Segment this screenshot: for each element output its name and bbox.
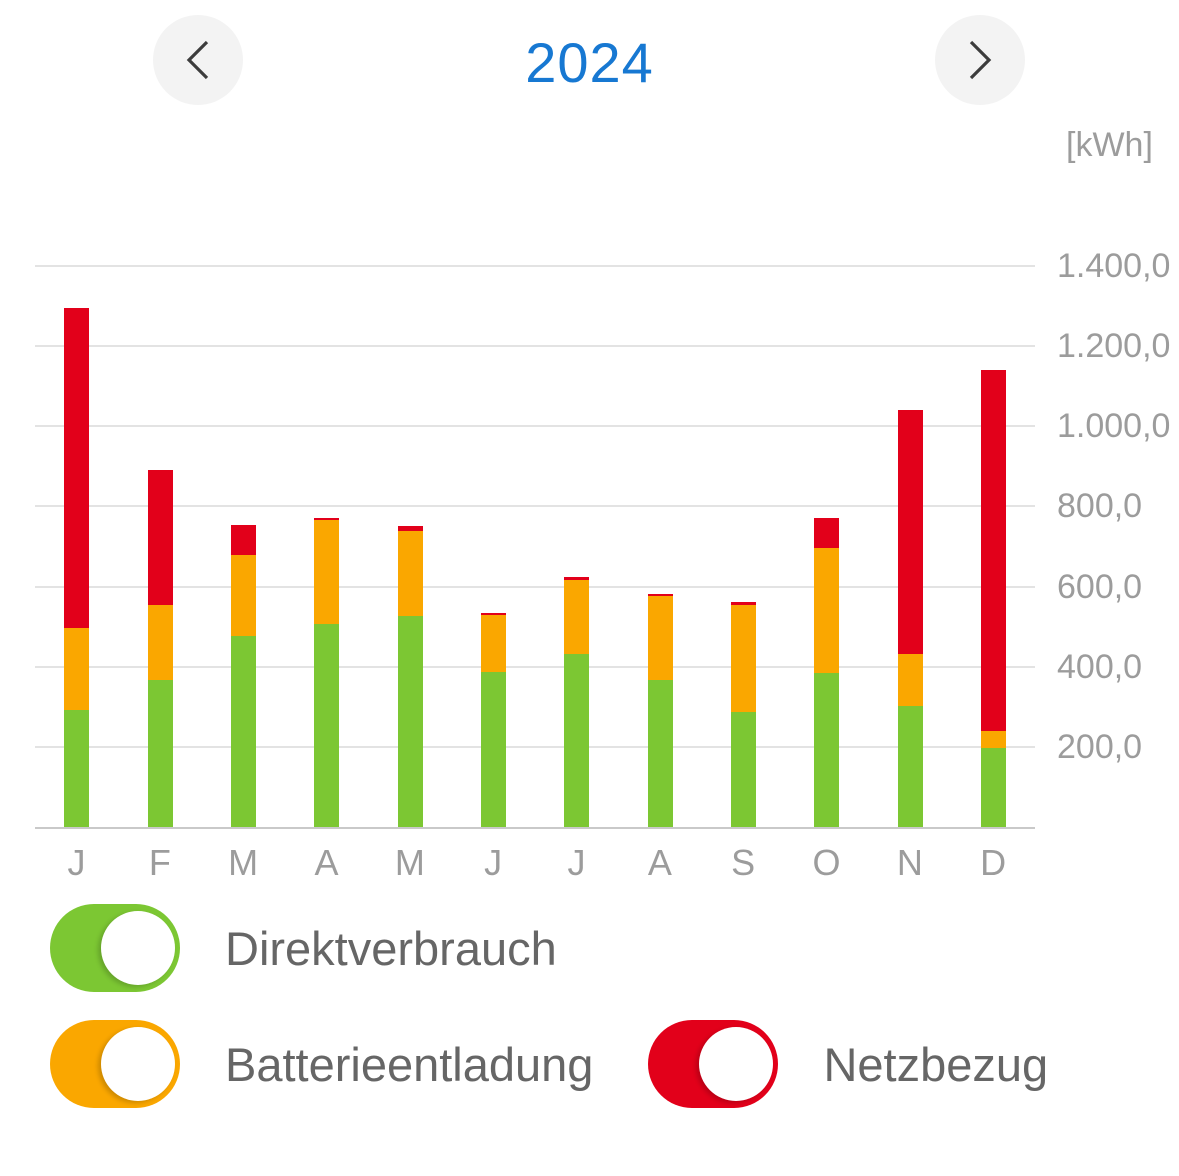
legend-label-batterieentladung: Batterieentladung	[225, 1037, 594, 1091]
bar-segment-direktverbrauch-m9[interactable]	[730, 712, 756, 827]
bar-segment-netzbezug-m12[interactable]	[980, 369, 1006, 731]
bar-segment-direktverbrauch-m2[interactable]	[147, 679, 173, 827]
bar-segment-batterieentladung-m11[interactable]	[897, 653, 923, 706]
bar-segment-netzbezug-m5[interactable]	[397, 525, 423, 531]
prev-year-button[interactable]	[153, 15, 243, 105]
bar-segment-netzbezug-m3[interactable]	[230, 525, 256, 555]
legend-label-netzbezug: Netzbezug	[823, 1037, 1049, 1091]
gridline-1200	[35, 345, 1035, 348]
bar-month-11[interactable]	[897, 409, 923, 827]
bar-segment-netzbezug-m4[interactable]	[314, 517, 340, 521]
y-tick-label-1000: 1.000,0	[1057, 407, 1171, 446]
bar-segment-direktverbrauch-m6[interactable]	[480, 671, 506, 827]
toggle-direktverbrauch[interactable]	[50, 904, 180, 992]
bar-segment-batterieentladung-m5[interactable]	[397, 530, 423, 616]
bar-segment-batterieentladung-m9[interactable]	[730, 604, 756, 712]
bar-month-10[interactable]	[814, 518, 840, 827]
bar-segment-netzbezug-m7[interactable]	[564, 576, 590, 581]
next-year-button[interactable]	[935, 15, 1025, 105]
month-label-3: M	[228, 842, 259, 883]
toggle-knob	[101, 911, 175, 985]
month-label-1: J	[67, 842, 86, 883]
bar-segment-batterieentladung-m8[interactable]	[647, 596, 673, 680]
toggle-netzbezug[interactable]	[648, 1020, 779, 1108]
toggle-knob	[699, 1027, 774, 1101]
bar-month-1[interactable]	[64, 307, 90, 827]
bar-segment-direktverbrauch-m5[interactable]	[397, 615, 423, 827]
bar-segment-batterieentladung-m2[interactable]	[147, 605, 173, 680]
bar-segment-batterieentladung-m3[interactable]	[230, 554, 256, 637]
bar-chart-plot-area	[35, 0, 1035, 829]
y-tick-label-1200: 1.200,0	[1057, 327, 1171, 366]
bar-segment-netzbezug-m8[interactable]	[647, 594, 673, 597]
y-tick-label-200: 200,0	[1057, 727, 1143, 766]
gridline-1000	[35, 425, 1035, 428]
month-label-12: D	[980, 842, 1007, 883]
y-tick-label-1400: 1.400,0	[1057, 247, 1171, 286]
bar-segment-netzbezug-m9[interactable]	[730, 602, 756, 605]
bar-segment-direktverbrauch-m10[interactable]	[814, 672, 840, 827]
bar-segment-netzbezug-m11[interactable]	[897, 409, 923, 654]
gridline-600	[35, 585, 1035, 588]
chevron-right-icon	[963, 38, 997, 82]
gridline-1400	[35, 265, 1035, 268]
bar-segment-direktverbrauch-m7[interactable]	[564, 653, 590, 827]
bar-segment-batterieentladung-m4[interactable]	[314, 520, 340, 625]
month-label-2: F	[148, 842, 171, 883]
bar-segment-direktverbrauch-m3[interactable]	[230, 636, 256, 827]
legend-label-direktverbrauch: Direktverbrauch	[225, 921, 557, 975]
bar-segment-direktverbrauch-m12[interactable]	[980, 747, 1006, 827]
bar-month-2[interactable]	[147, 470, 173, 827]
bar-month-12[interactable]	[980, 369, 1006, 827]
bar-segment-netzbezug-m1[interactable]	[64, 307, 90, 628]
bar-month-5[interactable]	[397, 525, 423, 827]
y-tick-label-600: 600,0	[1057, 567, 1143, 606]
bar-month-3[interactable]	[230, 525, 256, 827]
month-label-4: A	[314, 842, 339, 883]
year-title: 2024	[525, 31, 654, 94]
month-label-5: M	[394, 842, 425, 883]
month-label-9: S	[731, 842, 756, 883]
y-axis-unit-label: [kWh]	[1066, 126, 1153, 164]
y-tick-label-400: 400,0	[1057, 647, 1143, 686]
toggle-knob	[101, 1027, 175, 1101]
month-label-8: A	[647, 842, 672, 883]
bar-month-4[interactable]	[314, 517, 340, 827]
bar-segment-direktverbrauch-m1[interactable]	[64, 709, 90, 827]
gridline-800	[35, 505, 1035, 508]
toggle-batterieentladung[interactable]	[50, 1020, 180, 1108]
bar-month-7[interactable]	[564, 576, 590, 827]
bar-segment-batterieentladung-m12[interactable]	[980, 730, 1006, 748]
gridline-200	[35, 745, 1035, 748]
bar-segment-batterieentladung-m7[interactable]	[564, 580, 590, 654]
bar-segment-direktverbrauch-m4[interactable]	[314, 624, 340, 827]
gridline-400	[35, 665, 1035, 668]
bar-segment-netzbezug-m10[interactable]	[814, 518, 840, 548]
month-label-11: N	[896, 842, 923, 883]
month-label-6: J	[484, 842, 503, 883]
chevron-left-icon	[181, 38, 215, 82]
bar-segment-batterieentladung-m1[interactable]	[64, 627, 90, 710]
bar-segment-netzbezug-m6[interactable]	[480, 612, 506, 615]
bar-month-6[interactable]	[480, 612, 506, 827]
month-label-7: J	[567, 842, 586, 883]
bar-month-9[interactable]	[730, 602, 756, 827]
bar-segment-batterieentladung-m6[interactable]	[480, 614, 506, 672]
bar-segment-netzbezug-m2[interactable]	[147, 470, 173, 606]
y-tick-label-800: 800,0	[1057, 487, 1143, 526]
month-label-10: O	[812, 842, 841, 883]
bar-segment-batterieentladung-m10[interactable]	[814, 547, 840, 673]
bar-month-8[interactable]	[647, 594, 673, 827]
bar-segment-direktverbrauch-m11[interactable]	[897, 706, 923, 827]
bar-segment-direktverbrauch-m8[interactable]	[647, 679, 673, 827]
